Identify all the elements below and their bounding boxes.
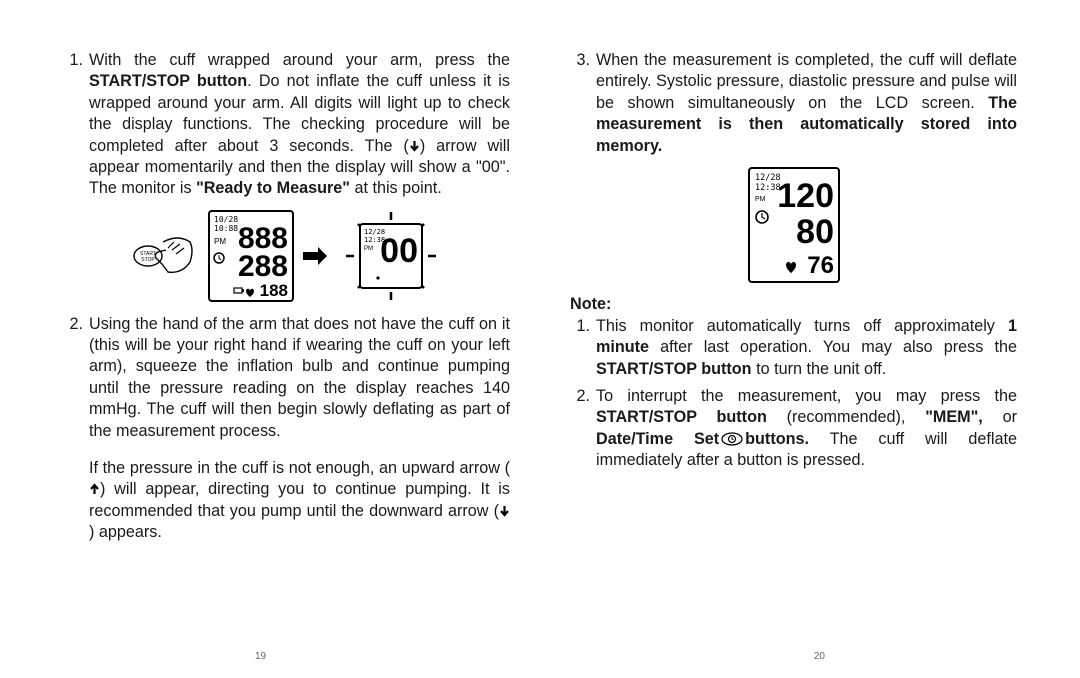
page-number-left: 19	[255, 651, 266, 662]
step-body: When the measurement is completed, the c…	[596, 50, 1017, 157]
svg-text:10:88: 10:88	[214, 224, 238, 233]
figure-step1: START STOP 10/28 10:88 PM 888 288 188	[63, 210, 510, 302]
text: This monitor automatically turns off app…	[596, 317, 1008, 335]
step-body: Using the hand of the arm that does not …	[89, 314, 510, 544]
svg-text:80: 80	[796, 213, 834, 251]
text: Using the hand of the arm that does not …	[89, 315, 510, 440]
text: With the cuff wrapped around your arm, p…	[89, 51, 510, 69]
text: at this point.	[350, 179, 442, 197]
svg-text:288: 288	[237, 250, 287, 283]
down-arrow-icon	[409, 140, 420, 152]
text-bold: "MEM",	[925, 408, 983, 426]
left-page: 1. With the cuff wrapped around your arm…	[45, 50, 540, 668]
text: ) will appear, directing you to continue…	[89, 480, 510, 519]
note-number: 2.	[570, 386, 596, 472]
step-1: 1. With the cuff wrapped around your arm…	[63, 50, 510, 200]
hand-press-icon: START STOP	[128, 220, 200, 292]
svg-text:PM: PM	[214, 237, 226, 246]
svg-text:00: 00	[380, 232, 418, 270]
note-body: This monitor automatically turns off app…	[596, 316, 1017, 380]
step-number: 2.	[63, 314, 89, 544]
svg-text:188: 188	[259, 281, 287, 300]
clock-button-icon	[721, 432, 743, 446]
note-2: 2. To interrupt the measurement, you may…	[570, 386, 1017, 472]
note-number: 1.	[570, 316, 596, 380]
text-bold: buttons.	[745, 430, 809, 448]
text: (recommended),	[767, 408, 925, 426]
lcd-all-segments: 10/28 10:88 PM 888 288 188	[208, 210, 294, 302]
text-bold: START/STOP button	[596, 360, 752, 378]
svg-text:PM: PM	[755, 196, 766, 203]
svg-text:120: 120	[777, 177, 834, 215]
text: If the pressure in the cuff is not enoug…	[89, 459, 510, 477]
text: ) appears.	[89, 523, 162, 541]
right-page: 3. When the measurement is completed, th…	[540, 50, 1035, 668]
figure-result: 12/28 12:38 PM 120 80 76	[570, 167, 1017, 283]
lcd-result: 12/28 12:38 PM 120 80 76	[748, 167, 840, 283]
text: When the measurement is completed, the c…	[596, 51, 1017, 112]
note-body: To interrupt the measurement, you may pr…	[596, 386, 1017, 472]
note-heading: Note:	[570, 295, 1017, 314]
svg-text:76: 76	[807, 252, 834, 279]
step-3: 3. When the measurement is completed, th…	[570, 50, 1017, 157]
text: or	[983, 408, 1017, 426]
step-number: 3.	[570, 50, 596, 157]
text: To interrupt the measurement, you may pr…	[596, 387, 1017, 405]
lcd-ready: 12/28 12:38 PM 00	[336, 210, 446, 302]
text-bold: Date/Time Set	[596, 430, 719, 448]
text: to turn the unit off.	[752, 360, 887, 378]
down-arrow-icon	[499, 505, 510, 517]
up-arrow-icon	[89, 483, 100, 495]
svg-text:PM: PM	[364, 246, 373, 252]
svg-text:10/28: 10/28	[214, 215, 238, 224]
svg-text:STOP: STOP	[141, 257, 155, 263]
text-bold: START/STOP button	[596, 408, 767, 426]
text-bold: START/STOP button	[89, 72, 247, 90]
note-1: 1. This monitor automatically turns off …	[570, 316, 1017, 380]
step-number: 1.	[63, 50, 89, 200]
page-number-right: 20	[814, 651, 825, 662]
text-bold: "Ready to Measure"	[196, 179, 350, 197]
step-2: 2. Using the hand of the arm that does n…	[63, 314, 510, 544]
right-arrow-icon	[302, 246, 328, 266]
text: after last operation. You may also press…	[649, 338, 1017, 356]
step-body: With the cuff wrapped around your arm, p…	[89, 50, 510, 200]
